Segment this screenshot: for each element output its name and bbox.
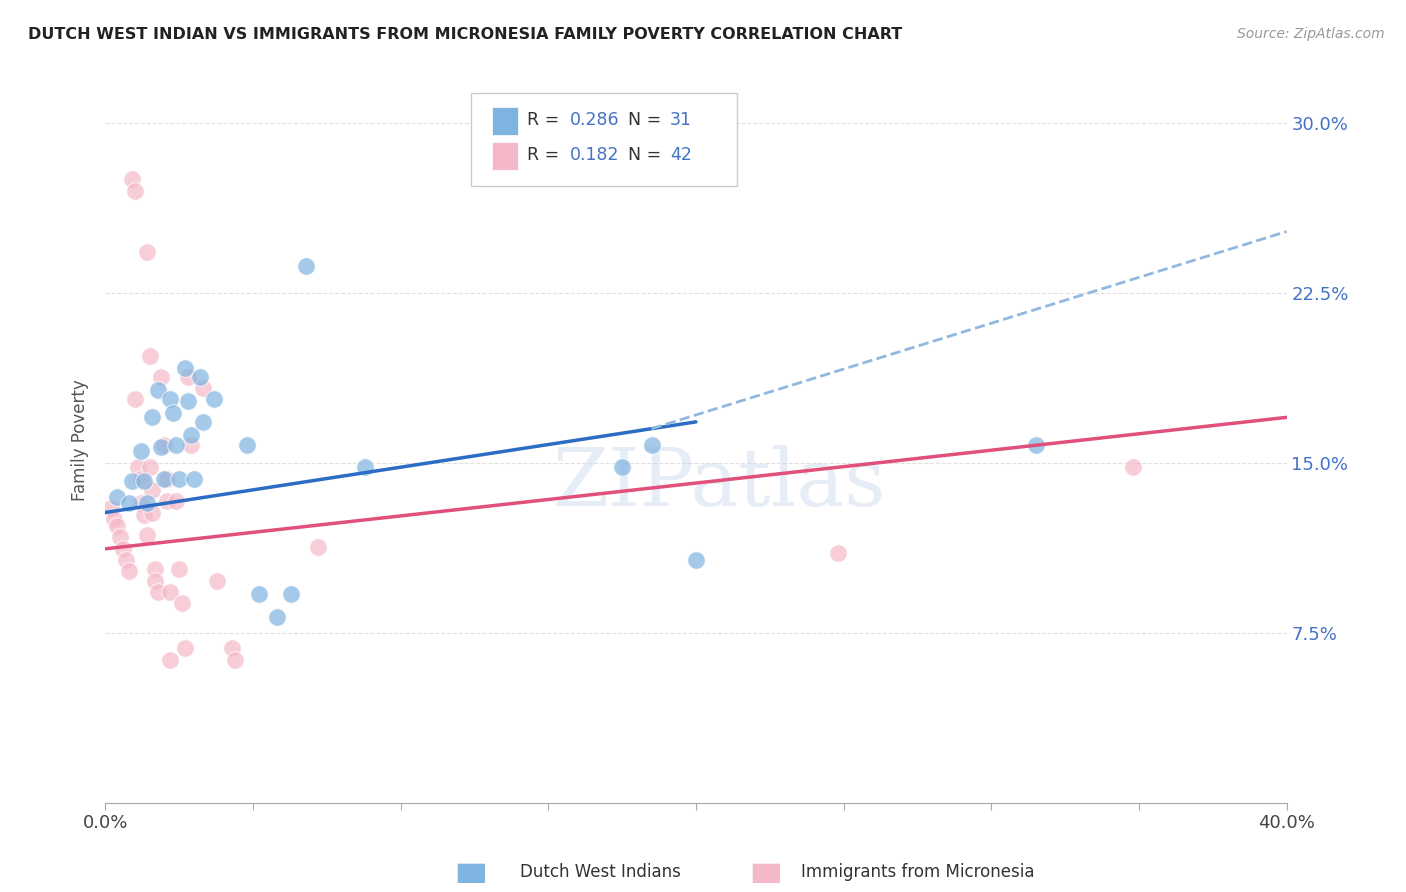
- Point: [135, 496, 157, 510]
- Point: [103, 512, 125, 526]
- Bar: [492, 107, 517, 135]
- Point: [1025, 437, 1047, 451]
- Point: [118, 496, 141, 510]
- Point: [167, 562, 190, 576]
- Point: [148, 585, 170, 599]
- Point: [162, 406, 184, 420]
- FancyBboxPatch shape: [471, 94, 737, 186]
- Text: Dutch West Indians: Dutch West Indians: [520, 863, 681, 881]
- Point: [129, 471, 152, 485]
- Point: [165, 437, 187, 451]
- Point: [121, 172, 143, 186]
- Text: Source: ZipAtlas.com: Source: ZipAtlas.com: [1237, 27, 1385, 41]
- Point: [685, 553, 707, 567]
- Text: 0.182: 0.182: [569, 146, 619, 164]
- Point: [132, 474, 155, 488]
- Text: 31: 31: [669, 112, 692, 129]
- Point: [280, 587, 302, 601]
- Point: [174, 360, 197, 375]
- Point: [108, 531, 131, 545]
- Point: [153, 437, 176, 451]
- Point: [141, 483, 163, 497]
- Point: [177, 369, 200, 384]
- Point: [135, 528, 157, 542]
- Point: [188, 369, 211, 384]
- Point: [159, 585, 181, 599]
- Point: [159, 653, 181, 667]
- Point: [138, 460, 160, 475]
- Point: [224, 653, 246, 667]
- Point: [165, 494, 187, 508]
- Point: [354, 460, 377, 475]
- Point: [159, 392, 181, 407]
- Point: [111, 541, 134, 556]
- Text: N =: N =: [617, 146, 666, 164]
- Text: R =: R =: [527, 112, 565, 129]
- Point: [180, 437, 202, 451]
- Point: [148, 383, 170, 397]
- Point: [129, 444, 152, 458]
- Point: [100, 501, 122, 516]
- Point: [124, 392, 146, 407]
- Point: [156, 494, 179, 508]
- Point: [124, 184, 146, 198]
- Point: [236, 437, 259, 451]
- Text: DUTCH WEST INDIAN VS IMMIGRANTS FROM MICRONESIA FAMILY POVERTY CORRELATION CHART: DUTCH WEST INDIAN VS IMMIGRANTS FROM MIC…: [28, 27, 903, 42]
- Text: Immigrants from Micronesia: Immigrants from Micronesia: [801, 863, 1035, 881]
- Point: [153, 471, 176, 485]
- Point: [132, 508, 155, 522]
- Point: [150, 369, 173, 384]
- Point: [610, 460, 633, 475]
- Point: [118, 565, 141, 579]
- Point: [191, 381, 214, 395]
- Text: R =: R =: [527, 146, 565, 164]
- Point: [204, 392, 226, 407]
- Point: [167, 471, 190, 485]
- Text: 42: 42: [669, 146, 692, 164]
- Point: [105, 490, 128, 504]
- Text: N =: N =: [617, 112, 666, 129]
- Point: [191, 415, 214, 429]
- Point: [177, 394, 200, 409]
- Point: [156, 471, 179, 485]
- Point: [150, 440, 173, 454]
- Point: [174, 641, 197, 656]
- Point: [141, 506, 163, 520]
- Point: [1122, 460, 1144, 475]
- Point: [183, 471, 205, 485]
- Point: [105, 519, 128, 533]
- Text: ZIPatlas: ZIPatlas: [553, 444, 886, 523]
- Point: [295, 259, 318, 273]
- Point: [138, 349, 160, 363]
- Point: [827, 546, 849, 560]
- Point: [221, 641, 243, 656]
- Point: [141, 410, 163, 425]
- Point: [247, 587, 270, 601]
- Point: [129, 496, 152, 510]
- Point: [127, 460, 149, 475]
- Text: 0.286: 0.286: [569, 112, 619, 129]
- Point: [640, 437, 662, 451]
- Y-axis label: Family Poverty: Family Poverty: [72, 379, 89, 501]
- Point: [170, 596, 193, 610]
- Point: [115, 553, 138, 567]
- Point: [207, 574, 229, 588]
- Point: [180, 428, 202, 442]
- Point: [145, 574, 167, 588]
- Point: [121, 474, 143, 488]
- Point: [307, 540, 329, 554]
- Point: [145, 562, 167, 576]
- Bar: [492, 142, 517, 169]
- Point: [266, 609, 288, 624]
- Point: [135, 244, 157, 259]
